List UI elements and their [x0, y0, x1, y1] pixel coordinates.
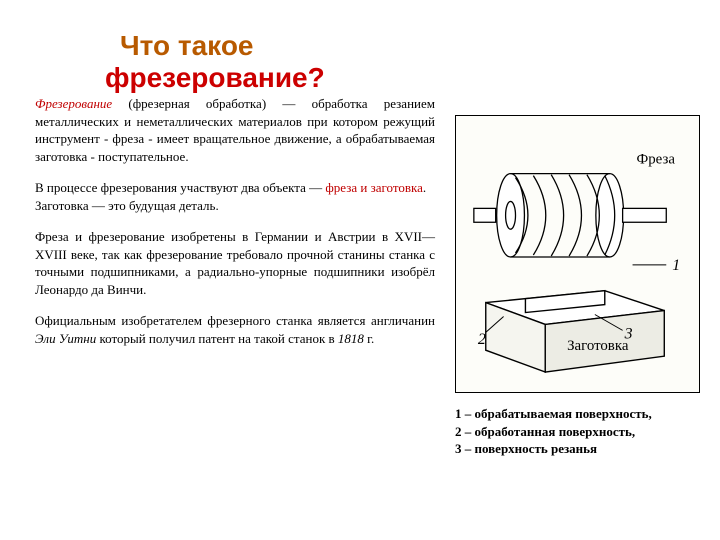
paragraph-objects: В процессе фрезерования участвуют два об…: [35, 179, 435, 214]
term-objects: фреза и заготовка: [325, 180, 423, 195]
label-cutter: Фреза: [637, 152, 676, 168]
title-line-1: Что такое: [120, 30, 520, 62]
objects-lead: В процессе фрезерования участвуют два об…: [35, 180, 325, 195]
milling-diagram-svg: Фреза 1 2 3 Заготовка: [456, 116, 699, 392]
diagram-caption: 1 – обрабатываемая поверхность, 2 – обра…: [455, 405, 700, 458]
diagram-panel: Фреза 1 2 3 Заготовка 1 – обрабатываемая…: [455, 115, 700, 458]
inv-lead: Официальным изобретателем фрезерного ста…: [35, 313, 435, 328]
label-workpiece: Заготовка: [567, 338, 629, 354]
callout-2: 2: [478, 331, 486, 348]
paragraph-history: Фреза и фрезерование изобретены в Герман…: [35, 228, 435, 298]
callout-1: 1: [672, 257, 680, 274]
caption-line-2: 2 – обработанная поверхность,: [455, 423, 700, 441]
workpiece-def: Заготовка — это будущая деталь.: [35, 198, 219, 213]
inventor-name: Эли Уитни: [35, 331, 96, 346]
objects-dot: .: [423, 180, 426, 195]
inv-mid: который получил патент на такой станок в: [96, 331, 338, 346]
paragraph-inventor: Официальным изобретателем фрезерного ста…: [35, 312, 435, 347]
slide-title: Что такое фрезерование?: [120, 30, 520, 94]
caption-line-1: 1 – обрабатываемая поверхность,: [455, 405, 700, 423]
caption-line-3: 3 – поверхность резанья: [455, 440, 700, 458]
patent-year: 1818: [338, 331, 364, 346]
title-line-2: фрезерование?: [105, 62, 520, 94]
inv-tail: г.: [364, 331, 374, 346]
term-milling: Фрезерование: [35, 96, 112, 111]
paragraph-intro: Фрезерование (фрезерная обработка) — обр…: [35, 95, 435, 165]
body-text: Фрезерование (фрезерная обработка) — обр…: [35, 95, 435, 348]
diagram-frame: Фреза 1 2 3 Заготовка: [455, 115, 700, 393]
